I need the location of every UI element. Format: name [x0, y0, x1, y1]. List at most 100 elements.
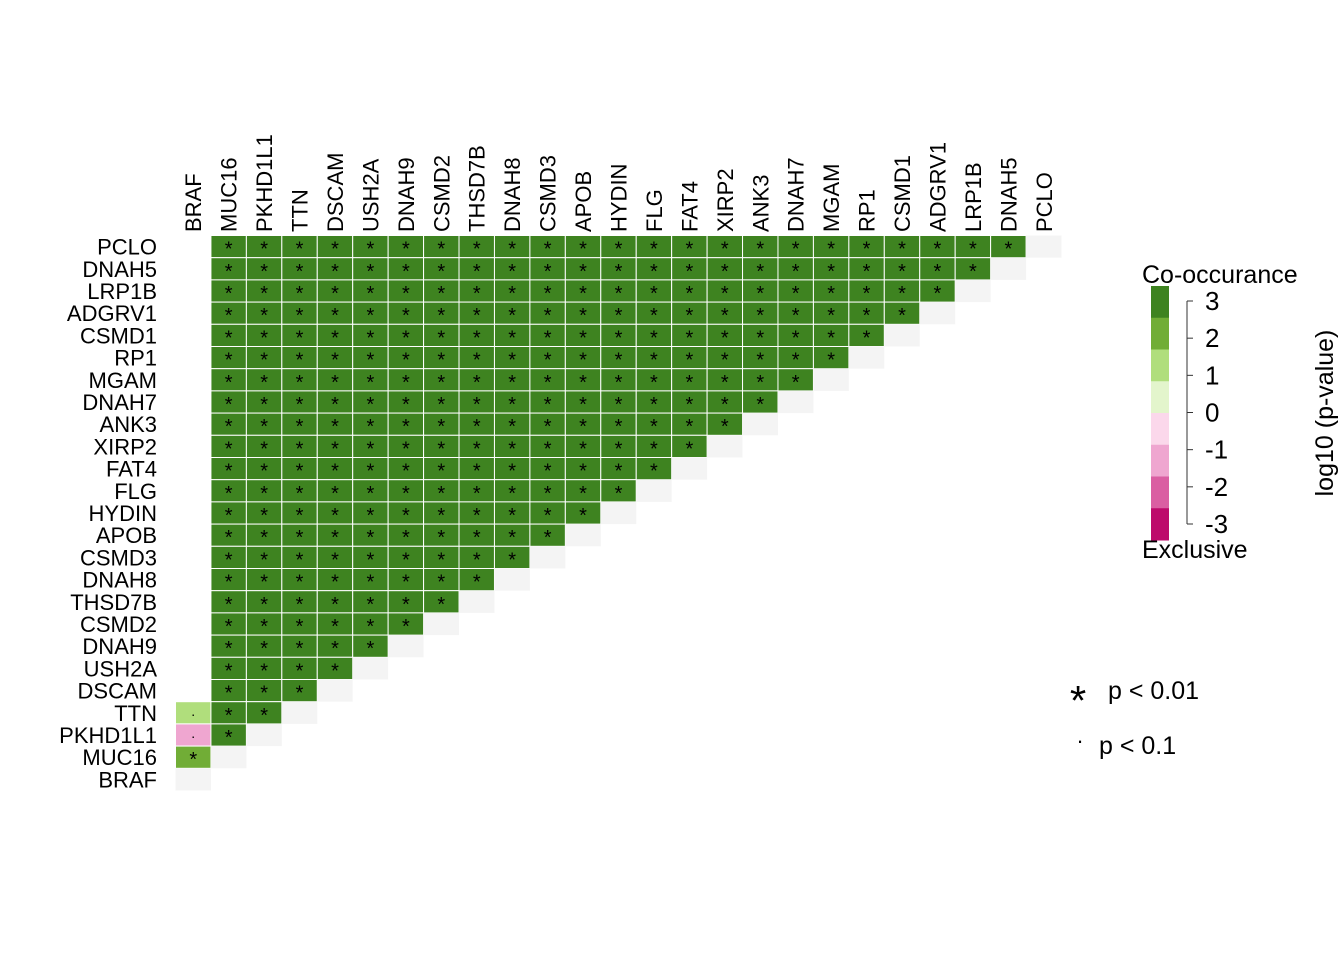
heatmap-cell: *: [281, 323, 318, 349]
heatmap-cell: *: [352, 612, 389, 638]
column-label: FLG: [642, 189, 667, 232]
heatmap-cell: *: [316, 279, 354, 305]
legend-swatch: [1151, 444, 1169, 477]
sig-mark: *: [296, 350, 304, 372]
heatmap-cell: *: [458, 501, 495, 527]
heatmap-cell: *: [210, 723, 247, 749]
heatmap-cell: [388, 635, 424, 658]
sig-mark: *: [508, 283, 516, 305]
sig-mark: *: [579, 327, 587, 349]
heatmap-cell: *: [493, 501, 531, 527]
heatmap-cell: *: [919, 257, 956, 283]
heatmap-cell: *: [423, 545, 460, 571]
row-label: DNAH8: [82, 568, 157, 593]
heatmap-cell: *: [423, 235, 460, 261]
heatmap-cell: *: [352, 279, 389, 305]
heatmap-cell: *: [706, 368, 744, 394]
sig-mark: *: [756, 305, 764, 327]
sig-star-label: p < 0.01: [1108, 677, 1199, 705]
heatmap-cell: *: [316, 479, 354, 505]
heatmap-cell: *: [635, 301, 673, 327]
sig-mark: *: [650, 283, 658, 305]
sig-mark: *: [225, 438, 233, 460]
row-label: PKHD1L1: [59, 723, 157, 748]
heatmap-cell: *: [600, 257, 637, 283]
heatmap-cell: *: [387, 390, 425, 416]
heatmap-cell: *: [635, 412, 673, 438]
heatmap-cell: *: [529, 235, 566, 261]
column-label: DNAH8: [500, 157, 525, 232]
sig-mark: *: [437, 350, 445, 372]
sig-mark: *: [225, 350, 233, 372]
sig-mark: *: [650, 239, 658, 261]
row-label: DNAH7: [82, 390, 157, 415]
heatmap-cell: *: [493, 323, 531, 349]
row-label: DSCAM: [78, 679, 157, 704]
heatmap-cell: *: [281, 568, 318, 594]
heatmap-cell: *: [742, 301, 779, 327]
heatmap-cell: *: [281, 612, 318, 638]
sig-mark: *: [367, 350, 375, 372]
column-label: MUC16: [217, 157, 242, 232]
sig-mark: .: [191, 703, 195, 719]
sig-mark: *: [331, 372, 339, 394]
sig-mark: *: [685, 327, 693, 349]
legend-tick-label: -3: [1205, 509, 1228, 539]
heatmap-cell: *: [316, 568, 354, 594]
sig-mark: *: [721, 394, 729, 416]
legend-swatch: [1151, 349, 1169, 382]
heatmap-cell: *: [529, 279, 566, 305]
heatmap-cell: *: [564, 457, 602, 483]
sig-mark: *: [508, 505, 516, 527]
sig-mark: *: [296, 594, 304, 616]
sig-mark: *: [331, 327, 339, 349]
heatmap-cell: *: [210, 590, 247, 616]
heatmap-cell: *: [564, 279, 602, 305]
heatmap-cell: *: [671, 368, 708, 394]
sig-mark: *: [650, 461, 658, 483]
heatmap-cell: *: [777, 323, 814, 349]
heatmap-cell: *: [281, 235, 318, 261]
sig-mark: *: [579, 305, 587, 327]
sig-mark: *: [579, 261, 587, 283]
heatmap-cell: *: [671, 235, 708, 261]
heatmap-cell: *: [316, 434, 354, 460]
row-label: ADGRV1: [67, 301, 157, 326]
heatmap-cell: [175, 768, 211, 791]
heatmap-cell: [990, 257, 1027, 280]
heatmap-cell: *: [458, 368, 495, 394]
sig-mark: *: [402, 616, 410, 638]
heatmap-cell: *: [635, 434, 673, 460]
heatmap-cell: *: [777, 368, 814, 394]
heatmap-cell: *: [210, 412, 247, 438]
sig-mark: *: [437, 394, 445, 416]
heatmap-cell: *: [245, 235, 283, 261]
sig-mark: *: [473, 572, 481, 594]
heatmap-cell: *: [316, 501, 354, 527]
sig-mark: *: [296, 372, 304, 394]
sig-mark: *: [473, 438, 481, 460]
heatmap-cell: *: [706, 257, 744, 283]
sig-mark: *: [721, 239, 729, 261]
sig-mark: *: [579, 416, 587, 438]
sig-mark: *: [367, 239, 375, 261]
heatmap-cell: [600, 501, 637, 525]
sig-mark: *: [615, 372, 623, 394]
sig-mark: *: [685, 350, 693, 372]
heatmap-cell: *: [352, 479, 389, 505]
heatmap-cell: *: [387, 568, 425, 594]
heatmap-cell: *: [423, 279, 460, 305]
heatmap-cell: *: [352, 301, 389, 327]
heatmap-cell: *: [706, 279, 744, 305]
heatmap-cell: *: [245, 434, 283, 460]
heatmap-cell: *: [529, 457, 566, 483]
heatmap-cell: *: [671, 301, 708, 327]
heatmap-cell: *: [883, 235, 921, 261]
sig-mark: *: [544, 438, 552, 460]
heatmap-cell: *: [671, 257, 708, 283]
heatmap-cell: *: [387, 368, 425, 394]
heatmap-cell: *: [529, 301, 566, 327]
heatmap-cell: *: [458, 412, 495, 438]
sig-mark: *: [225, 527, 233, 549]
sig-mark: *: [863, 239, 871, 261]
